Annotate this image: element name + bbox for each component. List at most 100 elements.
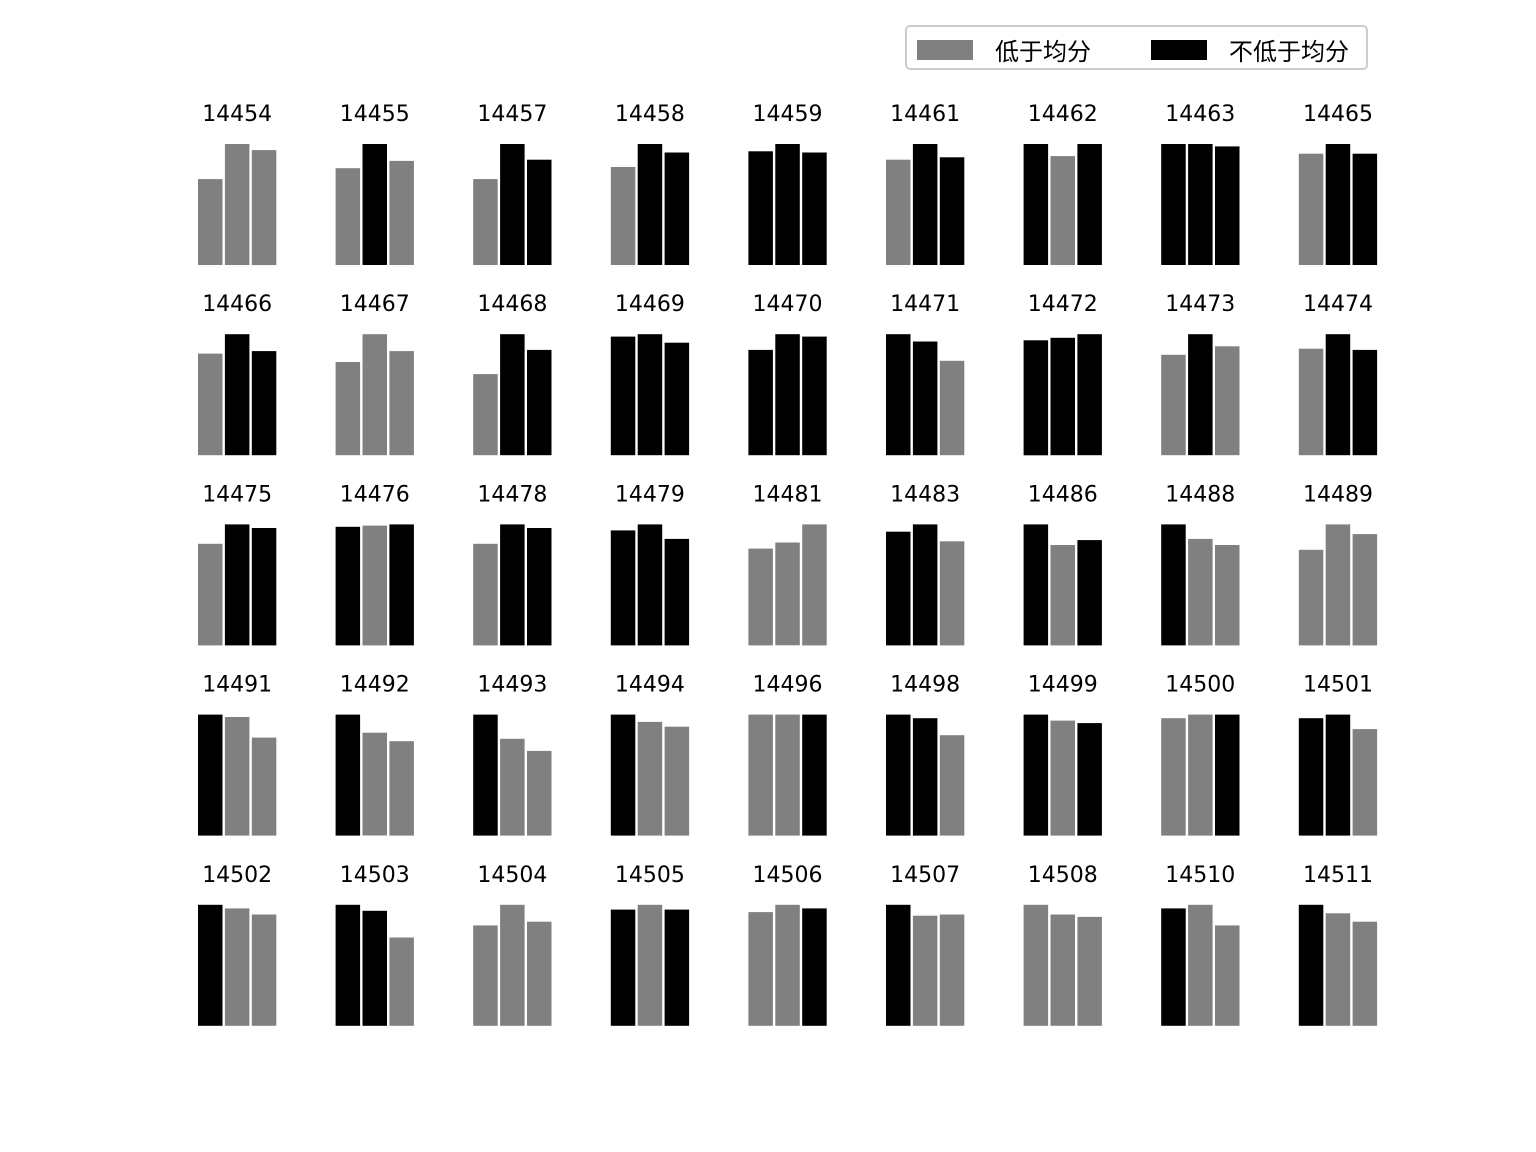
bar-14498-1 [886, 714, 911, 836]
bar-14500-3 [1215, 714, 1240, 836]
bar-14473-2 [1188, 334, 1213, 456]
panel-14458: 14458 [610, 102, 690, 265]
panel-14508: 14508 [1023, 863, 1102, 1026]
panel-title: 14491 [202, 673, 272, 698]
panel-title: 14489 [1303, 482, 1373, 507]
bar-14499-1 [1023, 714, 1049, 836]
bar-14502-1 [198, 904, 223, 1026]
panel-14504: 14504 [473, 863, 552, 1026]
panel-14461: 14461 [886, 102, 965, 265]
panel-title: 14478 [477, 482, 547, 507]
panel-14468: 14468 [473, 292, 552, 456]
panel-title: 14474 [1303, 292, 1373, 317]
bar-14491-2 [224, 717, 250, 836]
bar-14461-2 [912, 144, 938, 265]
panel-14488: 14488 [1161, 482, 1240, 646]
panel-14472: 14472 [1023, 292, 1102, 456]
bar-14467-3 [389, 351, 414, 456]
panel-14467: 14467 [335, 292, 414, 456]
panel-14498: 14498 [886, 673, 965, 836]
bar-14503-3 [389, 937, 414, 1026]
legend-swatch-not-below [1151, 39, 1207, 60]
bar-14507-1 [886, 904, 911, 1026]
panel-14455: 14455 [335, 102, 414, 265]
panel-title: 14504 [477, 863, 547, 888]
bar-14492-2 [362, 732, 387, 836]
panel-title: 14494 [615, 673, 685, 698]
panel-title: 14463 [1165, 102, 1235, 127]
panel-title: 14507 [890, 863, 960, 888]
panel-14491: 14491 [198, 673, 277, 836]
bar-14454-3 [251, 150, 277, 266]
bar-14488-1 [1161, 524, 1186, 646]
panel-14489: 14489 [1298, 482, 1378, 646]
bar-14493-2 [500, 738, 525, 836]
bar-14455-1 [335, 168, 361, 265]
bar-14496-1 [748, 714, 773, 836]
panel-title: 14457 [477, 102, 547, 127]
bar-14463-2 [1188, 144, 1213, 265]
panel-title: 14472 [1028, 292, 1098, 317]
bar-14478-1 [473, 543, 498, 646]
bar-14488-2 [1188, 538, 1213, 646]
panel-title: 14467 [340, 292, 410, 317]
bar-14455-2 [362, 144, 387, 265]
bar-14498-3 [939, 735, 965, 836]
bar-14458-2 [637, 144, 663, 265]
panel-14462: 14462 [1023, 102, 1102, 265]
panel-title: 14461 [890, 102, 960, 127]
panel-title: 14481 [753, 482, 823, 507]
bar-14503-2 [362, 910, 387, 1026]
panel-title: 14492 [340, 673, 410, 698]
bar-14473-3 [1215, 346, 1240, 456]
bar-14468-1 [473, 374, 498, 456]
bar-14486-3 [1077, 540, 1102, 646]
panel-title: 14466 [202, 292, 272, 317]
bar-14494-3 [664, 726, 690, 836]
bar-14492-3 [389, 741, 414, 836]
bar-14469-2 [637, 334, 663, 456]
panel-title: 14458 [615, 102, 685, 127]
panel-14503: 14503 [335, 863, 414, 1026]
panel-title: 14488 [1165, 482, 1235, 507]
bar-14465-2 [1325, 144, 1351, 265]
panel-title: 14455 [340, 102, 410, 127]
panel-title: 14479 [615, 482, 685, 507]
bar-14481-2 [775, 542, 800, 646]
bar-14511-3 [1352, 921, 1378, 1026]
bar-14466-1 [198, 353, 223, 456]
bar-14473-1 [1161, 354, 1186, 456]
bar-14471-1 [886, 334, 911, 456]
panel-14459: 14459 [748, 102, 827, 265]
bar-14492-1 [335, 714, 361, 836]
panel-title: 14502 [202, 863, 272, 888]
bar-14508-3 [1077, 916, 1102, 1026]
bar-14498-2 [912, 718, 938, 836]
bar-14493-3 [527, 750, 552, 836]
bar-14465-1 [1298, 153, 1324, 265]
panel-14502: 14502 [198, 863, 277, 1026]
bar-14467-2 [362, 334, 387, 456]
panel-14473: 14473 [1161, 292, 1240, 456]
panel-14501: 14501 [1298, 673, 1378, 836]
bar-14470-3 [802, 336, 827, 456]
panel-14499: 14499 [1023, 673, 1102, 836]
legend-item-below: 低于均分 [917, 27, 1091, 72]
panel-14507: 14507 [886, 863, 965, 1026]
panel-title: 14510 [1165, 863, 1235, 888]
panel-14511: 14511 [1298, 863, 1378, 1026]
panel-title: 14500 [1165, 673, 1235, 698]
bar-14503-1 [335, 904, 361, 1026]
bar-14504-3 [527, 921, 552, 1026]
bar-14494-1 [610, 714, 636, 836]
bar-14466-3 [251, 351, 277, 456]
bar-14508-2 [1050, 914, 1075, 1026]
panel-14475: 14475 [198, 482, 277, 646]
bar-14501-3 [1352, 729, 1378, 836]
panel-14486: 14486 [1023, 482, 1102, 646]
bar-14494-2 [637, 721, 663, 836]
panel-14479: 14479 [610, 482, 690, 646]
bar-14474-3 [1352, 349, 1378, 456]
bar-14507-2 [912, 915, 938, 1026]
